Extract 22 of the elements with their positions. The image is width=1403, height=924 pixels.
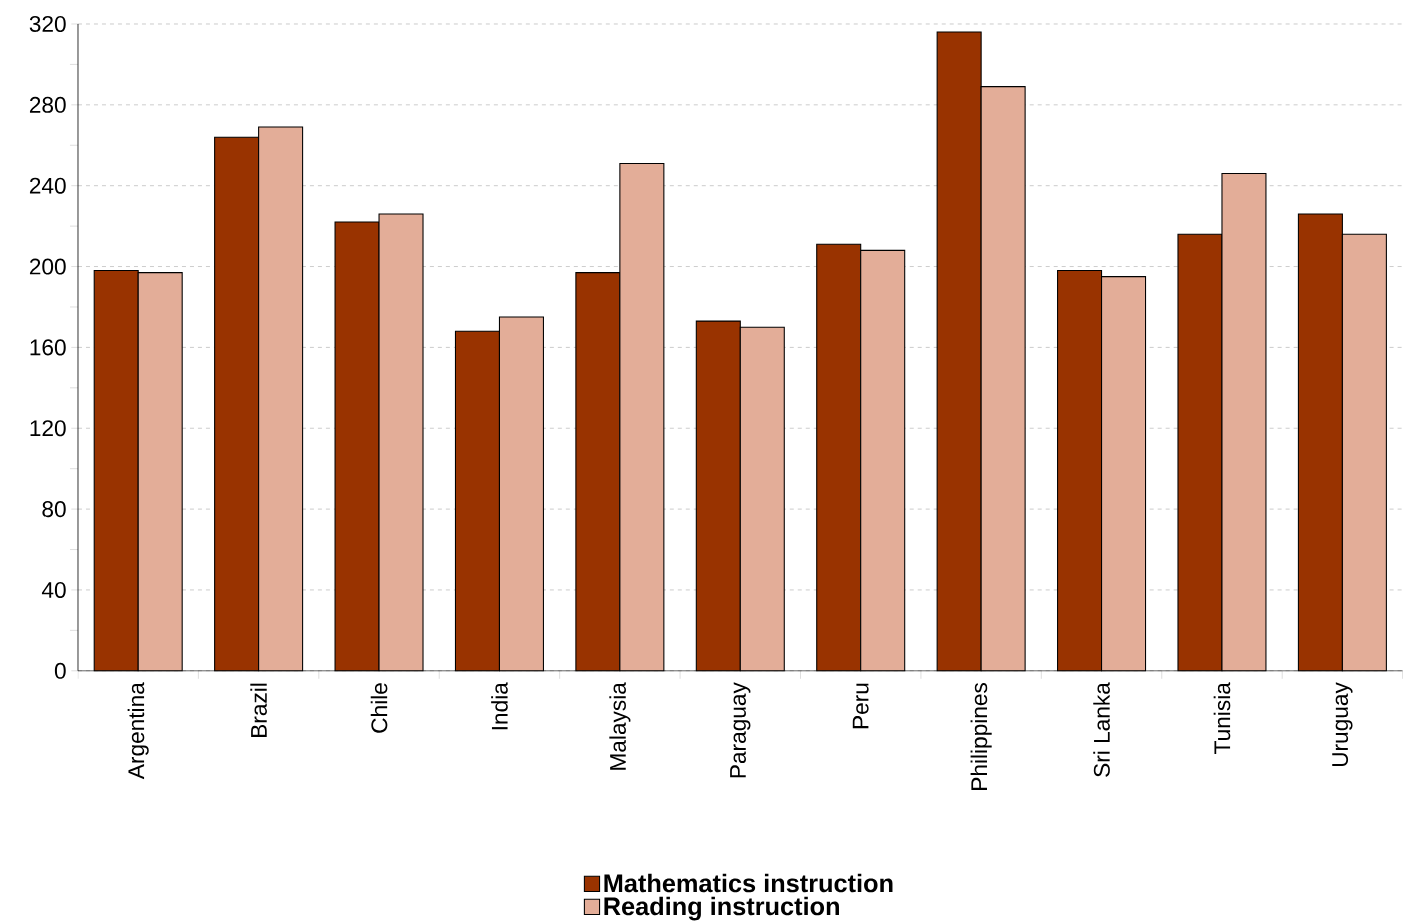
y-tick-label: 0 [54,662,66,679]
y-tick-label: 240 [29,177,66,194]
x-tick-label: Brazil [250,683,267,738]
y-tick-label: 200 [29,258,66,275]
y-tick-label: 280 [29,96,66,114]
x-tick-label: Philippines [970,683,992,791]
y-tick-label: 320 [29,16,66,33]
x-tick-label: Tunisia [1213,682,1231,755]
legend-label: Reading instruction [604,896,839,921]
x-tick-label: Uruguay [1332,682,1353,767]
x-tick-label: Argentina [127,682,149,780]
y-tick-label: 160 [30,339,66,356]
x-tick-label: India [491,682,508,730]
y-tick-label: 80 [42,501,66,518]
x-tick-label: Malaysia [609,682,631,770]
y-tick-label: 40 [41,582,66,599]
legend-label: Mathematics instruction [604,873,893,893]
x-tick-label: Peru [852,683,869,729]
y-tick-label: 120 [30,420,66,437]
x-tick-label: Paraguay [730,682,751,778]
x-tick-label: Sri Lanka [1093,682,1110,778]
x-tick-label: Chile [370,683,388,733]
